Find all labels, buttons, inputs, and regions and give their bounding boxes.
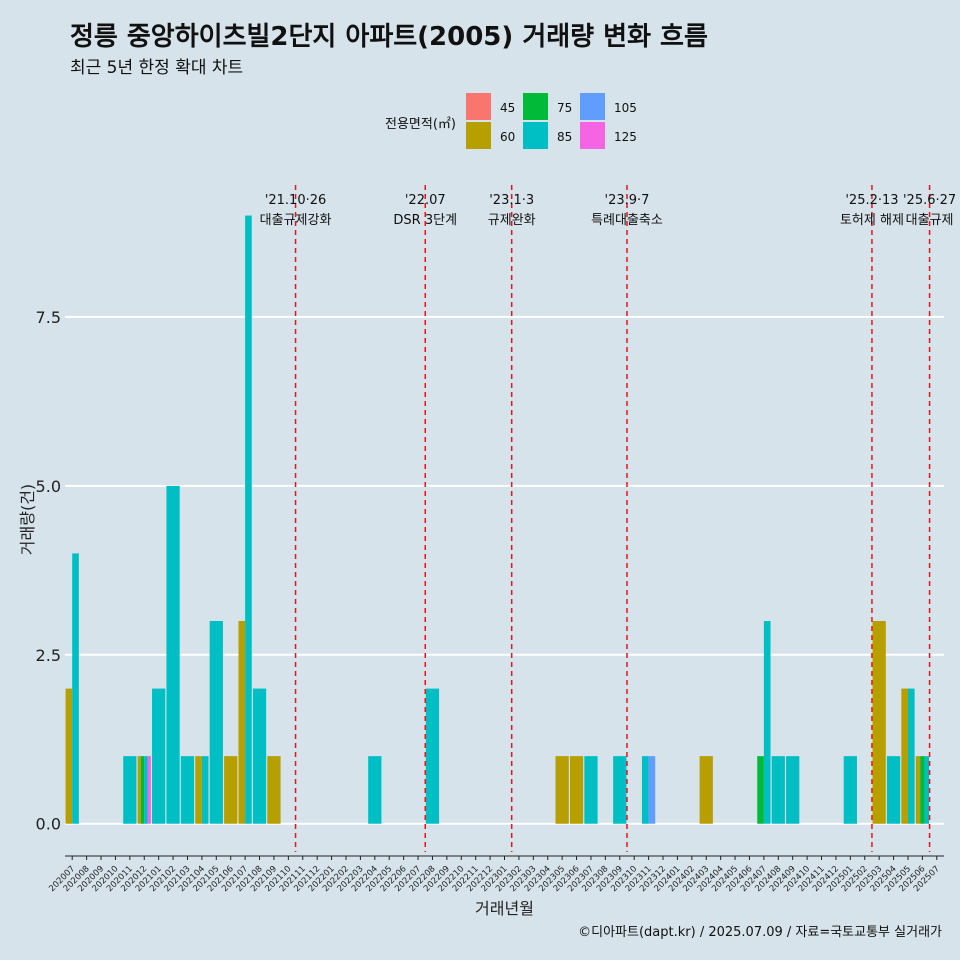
event-lines: '21.10·26 대출규제강화 '22.07 DSR 3단계 '23.1·3 규제완화 '… [260,185,956,852]
bar-202107-85 [245,215,252,824]
event-date: '25.6·27 [903,193,956,208]
bar-202007-85 [72,553,79,824]
event-date: '23.1·3 [489,193,534,208]
bar-202108-85 [252,688,267,824]
y-tick-label: 0.0 [36,815,61,834]
bar-202011-85 [123,756,137,824]
legend-label-125: 125 [614,130,637,144]
legend-label-45: 45 [500,101,515,115]
event-date: '23.9·7 [605,193,650,208]
bar-202505-60 [901,688,908,824]
bar-202109-60 [267,756,281,824]
x-axis: 2020072020082020092020102020112020122021… [47,855,944,918]
bar-202305-60 [555,756,569,824]
legend-key-125 [580,122,605,149]
legend-key-75 [523,93,548,120]
bar-202407-75 [757,756,764,824]
chart-caption: ©디아파트(dapt.kr) / 2025.07.09 / 자료=국토교통부 실… [578,925,942,940]
bar-202505-85 [907,688,915,824]
event-label: 대출규제강화 [260,213,332,228]
bar-202407-85 [763,621,771,824]
event-label: DSR 3단계 [393,213,457,228]
event-label: 특례대출축소 [591,213,663,228]
event-label: 토허제 해제 [840,213,904,228]
bar-202012-85 [144,756,148,824]
bar-202408-85 [771,756,785,824]
bar-202012-75 [140,756,145,824]
bar-202409-85 [786,756,800,824]
bar-202311-105 [648,756,656,824]
bar-202311-85 [641,756,649,824]
bar-202306-60 [569,756,584,824]
bars [65,215,930,824]
bar-202208-85 [425,688,440,824]
bar-202504-85 [886,756,901,824]
bar-202204-85 [368,756,382,824]
y-axis-label: 거래량(건) [18,484,37,555]
bar-202007-60 [65,688,73,824]
legend-label-105: 105 [614,101,637,115]
legend-label-75: 75 [557,101,572,115]
bar-202104-60 [195,756,202,824]
bar-202506-75 [920,756,925,824]
bar-202104-85 [201,756,209,824]
y-axis: 0.0 2.5 5.0 7.5 거래량(건) [18,308,61,834]
bar-202103-85 [180,756,195,824]
chart-title: 정릉 중앙하이츠빌2단지 아파트(2005) 거래량 변화 흐름 [70,22,708,52]
legend-label-85: 85 [557,130,572,144]
bar-202403-60 [699,756,713,824]
bar-202309-85 [613,756,627,824]
event-date: '25.2·13 [845,193,898,208]
bar-202501-85 [843,756,857,824]
bar-202106-60 [224,756,238,824]
bar-202102-85 [166,485,180,824]
bar-202503-60 [872,621,886,824]
legend-label-60: 60 [500,130,515,144]
chart-subtitle: 최근 5년 한정 확대 차트 [70,58,244,78]
x-axis-label: 거래년월 [475,899,534,918]
legend: 전용면적(㎡) 45 60 75 85 105 125 [385,93,637,149]
bar-202107-60 [238,621,246,824]
bar-202506-85 [924,756,930,824]
legend-key-45 [466,93,491,120]
y-tick-label: 5.0 [36,477,61,496]
legend-key-60 [466,122,491,149]
bar-202101-85 [152,688,166,824]
y-tick-label: 7.5 [36,308,61,327]
event-label: 대출규제 [906,213,954,228]
y-tick-label: 2.5 [36,646,61,665]
bar-202012-125 [147,756,151,824]
bar-202105-85 [209,621,223,824]
gridlines [65,315,944,825]
bar-202307-85 [584,756,598,824]
event-date: '21.10·26 [265,193,326,208]
legend-key-105 [580,93,605,120]
legend-title: 전용면적(㎡) [385,117,456,132]
event-label: 규제완화 [488,213,536,228]
legend-key-85 [523,122,548,149]
event-date: '22.07 [405,193,446,208]
bar-202012-60 [137,756,141,824]
bar-202506-60 [915,756,921,824]
